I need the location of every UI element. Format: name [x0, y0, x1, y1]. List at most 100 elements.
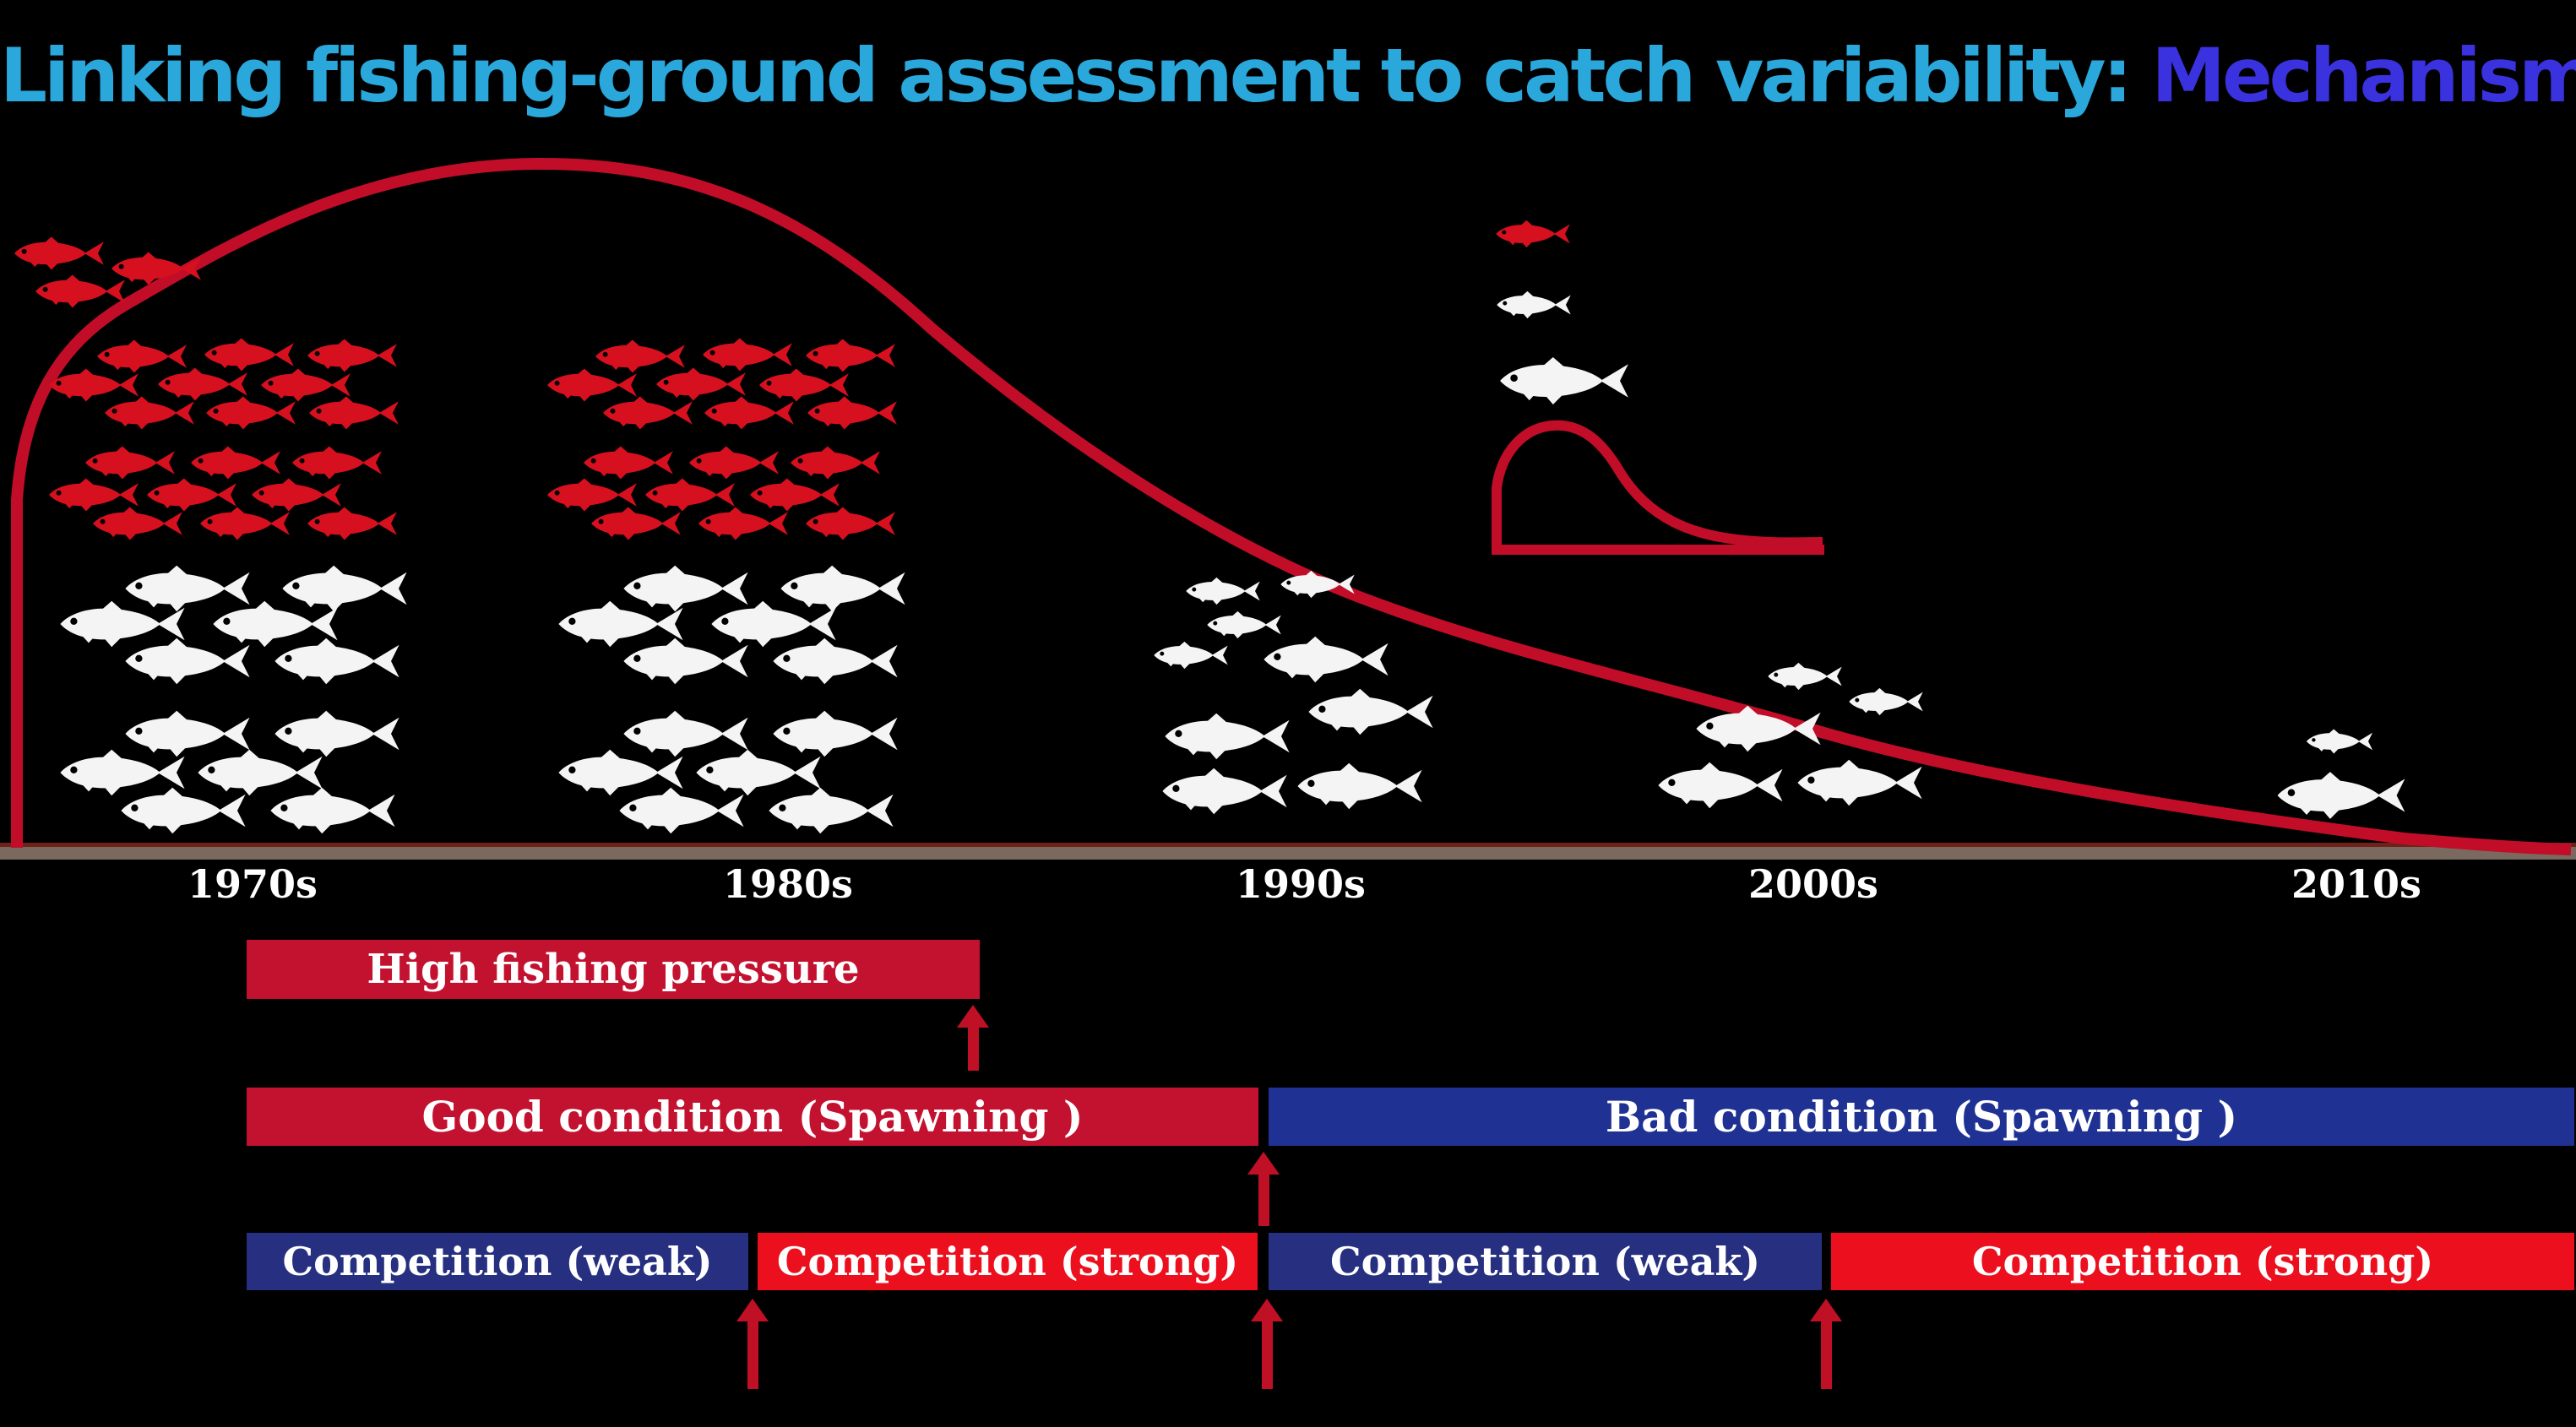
white-fish-icon	[773, 710, 898, 757]
white-fish-icon	[60, 749, 185, 796]
white-fish-icon	[769, 787, 894, 834]
white-fish-icon	[1162, 768, 1287, 815]
white-fish-icon	[780, 565, 905, 612]
up-arrow-icon	[1251, 1299, 1283, 1389]
white-fish-icon	[274, 710, 399, 757]
white-fish-icon	[125, 638, 250, 685]
arrow-shaft	[1820, 1321, 1832, 1389]
red-fish-icon	[689, 446, 779, 480]
fish-group-1970s-white-school	[60, 565, 407, 834]
arrow-shaft	[747, 1321, 758, 1389]
bad-condition-label: Bad condition (Spawning )	[1605, 1092, 2238, 1142]
red-fish-icon	[49, 368, 139, 402]
white-fish-icon	[282, 565, 407, 612]
bad-condition-spawning-bar: Bad condition (Spawning )	[1269, 1088, 2574, 1146]
white-fish-icon	[1297, 762, 1422, 810]
white-fish-icon	[1165, 713, 1290, 760]
red-fish-icon	[584, 446, 673, 480]
red-fish-icon	[704, 396, 794, 430]
decade-label-2010s: 2010s	[2291, 861, 2421, 907]
competition-strong-label-2: Competition (strong)	[1971, 1239, 2434, 1284]
white-fish-icon	[711, 600, 836, 648]
white-fish-icon	[623, 638, 748, 685]
white-fish-icon	[1500, 356, 1628, 405]
timeline-axis-bar	[0, 844, 2576, 860]
white-fish-icon	[2306, 729, 2373, 754]
white-fish-icon	[773, 638, 898, 685]
white-fish-icon	[1849, 687, 1923, 716]
white-fish-icon	[121, 787, 246, 834]
decade-label-1970s: 1970s	[187, 861, 318, 907]
red-fish-icon	[158, 367, 247, 401]
slide-title: Linking fishing-ground assessment to cat…	[0, 32, 2576, 119]
slide-title-highlight: Mechanisms	[2151, 32, 2576, 119]
white-fish-icon	[1186, 577, 1260, 605]
red-fish-icon	[147, 478, 236, 512]
fish-group-2000s-school	[1658, 662, 1923, 809]
red-fish-icon	[307, 507, 397, 540]
competition-strong-label-1: Competition (strong)	[776, 1239, 1239, 1284]
red-fish-icon	[93, 507, 182, 540]
white-fish-icon	[1797, 759, 1922, 806]
red-fish-icon	[105, 396, 194, 430]
up-arrow-icon	[736, 1299, 769, 1389]
good-condition-label: Good condition (Spawning )	[421, 1092, 1084, 1142]
decade-label-1990s: 1990s	[1236, 861, 1366, 907]
red-fish-icon	[206, 396, 296, 430]
red-fish-icon	[14, 236, 104, 270]
red-fish-icon	[309, 396, 399, 430]
white-fish-icon	[1308, 688, 1433, 735]
red-fish-icon	[49, 478, 139, 512]
red-fish-icon	[292, 446, 382, 480]
slide-title-main: Linking fishing-ground assessment to cat…	[0, 32, 2152, 119]
red-fish-icon	[591, 507, 681, 540]
timeline-axis-top-edge	[0, 843, 2576, 847]
red-fish-icon	[191, 446, 280, 480]
white-fish-icon	[125, 710, 250, 757]
white-fish-icon	[198, 749, 323, 796]
stock-decline-curve	[11, 157, 2572, 855]
competition-strong-bar-2: Competition (strong)	[1831, 1233, 2574, 1290]
competition-weak-label-1: Competition (weak)	[282, 1239, 713, 1284]
decade-label-2000s: 2000s	[1748, 861, 1878, 907]
up-arrow-icon	[957, 1005, 989, 1071]
competition-weak-bar-2: Competition (weak)	[1269, 1233, 1822, 1290]
red-fish-icon	[807, 396, 897, 430]
white-fish-icon	[2277, 772, 2405, 819]
white-fish-icon	[1658, 762, 1783, 809]
arrow-head	[1251, 1299, 1283, 1321]
white-fish-icon	[213, 600, 338, 648]
white-fish-icon	[623, 565, 748, 612]
red-fish-icon	[656, 367, 746, 401]
red-fish-icon	[759, 368, 849, 402]
fish-group-2010s-school	[2277, 729, 2405, 819]
white-fish-icon	[1497, 290, 1571, 319]
up-arrow-icon	[1247, 1152, 1280, 1226]
red-fish-icon	[85, 446, 175, 480]
red-fish-icon	[806, 339, 895, 372]
red-fish-icon	[698, 507, 788, 540]
white-fish-icon	[274, 638, 399, 685]
red-fish-icon	[200, 507, 290, 540]
white-fish-icon	[623, 710, 748, 757]
white-fish-icon	[1154, 641, 1228, 670]
red-fish-icon	[204, 338, 294, 372]
red-fish-icon	[806, 507, 895, 540]
white-fish-icon	[270, 787, 395, 834]
red-fish-icon	[261, 368, 351, 402]
white-fish-icon	[60, 600, 185, 648]
arrow-shaft	[1261, 1321, 1273, 1389]
white-fish-icon	[1207, 610, 1281, 639]
decade-label-1980s: 1980s	[723, 861, 853, 907]
competition-weak-bar-1: Competition (weak)	[247, 1233, 748, 1290]
white-fish-icon	[125, 565, 250, 612]
arrow-head	[957, 1005, 989, 1028]
high-fishing-pressure-label: High fishing pressure	[367, 946, 860, 993]
competition-strong-bar-1: Competition (strong)	[758, 1233, 1258, 1290]
arrow-head	[1247, 1152, 1280, 1175]
inset-size-curve	[1492, 420, 1823, 549]
red-fish-icon	[750, 478, 840, 512]
